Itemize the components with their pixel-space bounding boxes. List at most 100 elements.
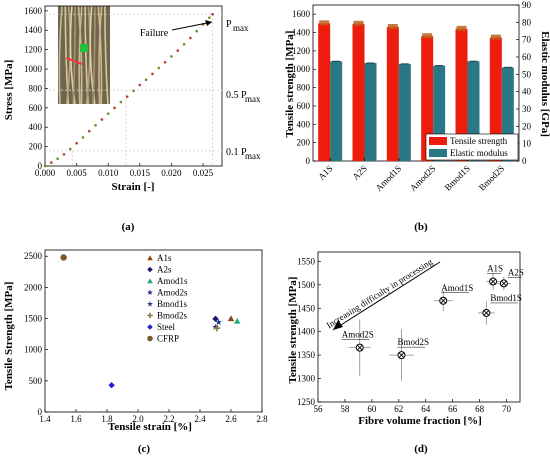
data-point-cross (440, 298, 446, 304)
curve-point (43, 164, 47, 168)
data-point (147, 324, 153, 330)
y-tick-label: 1400 (292, 28, 311, 38)
curve-point (56, 157, 59, 161)
curve-point (81, 136, 85, 139)
x-axis-label-c: Tensile strain [%] (108, 421, 192, 433)
axes-b: 0 200 400 600 800 1000 1200 1400 1600 0 10 20 30 40 50… (292, 0, 532, 193)
photo-fibre (77, 5, 83, 105)
x-tick-label: 1.4 (39, 414, 51, 424)
curve-point (125, 95, 129, 98)
photo-fibre (97, 5, 103, 105)
legend-label: Amod1s (157, 276, 188, 286)
photo-fibre (72, 5, 76, 105)
bar-tensile-strength (489, 37, 502, 161)
x-tick-label: 0.010 (98, 168, 119, 178)
legend-label: A1s (157, 253, 172, 263)
axes-c: 1.4 1.6 1.8 2.0 2.2 2.4 2.6 2.8 0 500 1000 1500 2000… (24, 249, 268, 424)
bar-elastic-modulus (330, 61, 343, 162)
y-axis-label-b: Tensile strength [MPa] (284, 31, 296, 138)
curve-point (68, 147, 72, 151)
x-tick-label: 56 (314, 404, 324, 414)
data-point (213, 324, 221, 332)
x-tick-label: 1.6 (70, 414, 82, 424)
curve-point (75, 141, 78, 145)
error-bar-strength (456, 25, 467, 31)
y-tick-label: 600 (29, 103, 43, 113)
y-tick-label: 800 (297, 83, 311, 93)
point-label: A2S (508, 267, 524, 277)
y-tick-label: 1500 (297, 280, 316, 290)
axes-frame (44, 249, 263, 413)
y-tick-label: 800 (29, 83, 43, 93)
failure-arrow (171, 21, 213, 31)
curve-point (87, 129, 91, 133)
data-point (147, 278, 153, 284)
curve-point (106, 112, 110, 115)
y-tick-label: 1600 (292, 9, 311, 19)
panel-a: 0.000 0.005 0.010 0.015 0.020 0.025 0 200 400 600… (3, 5, 261, 233)
data-point-cross (483, 310, 490, 316)
x-tick-label: 2.0 (132, 414, 144, 424)
y2-tick-label: 40 (522, 87, 532, 97)
curve-point (100, 118, 104, 121)
point-label: Bmod1S (490, 293, 522, 303)
curve-point (208, 16, 211, 19)
photo-red-marker (65, 57, 83, 65)
y-tick-label: 1400 (24, 25, 43, 35)
data-point (147, 266, 153, 273)
axes-frame (44, 5, 223, 167)
y2-tick-label: 80 (522, 17, 532, 27)
difficulty-arrowhead (333, 320, 343, 330)
panel-b: 0 200 400 600 800 1000 1200 1400 1600 0 10 20 30 40 50… (284, 0, 550, 233)
tenth-pmax-subscript: max (245, 151, 261, 161)
y-axis-label-d: Tensile strength [MPa] (287, 277, 299, 384)
x-tick-label: 0.005 (66, 168, 87, 178)
y-tick-label: 1500 (24, 314, 43, 324)
x-tick-label: 60 (367, 404, 377, 414)
x-tick-label: 62 (394, 404, 403, 414)
error-bar-strength (319, 20, 330, 26)
y-tick-label: 200 (29, 142, 43, 152)
photo-fibre (104, 5, 109, 105)
half-pmax-subscript: max (245, 94, 261, 104)
curve-point (94, 123, 97, 127)
y2-tick-label: 60 (522, 52, 532, 62)
x-tick-label: 58 (340, 404, 350, 414)
legend-label: CFRP (157, 334, 179, 344)
y-tick-label: 600 (297, 101, 311, 111)
data-point-cross (490, 278, 496, 285)
difficulty-annotation: Increasing difficulty in processing (325, 256, 435, 330)
y-tick-label: 1400 (297, 327, 316, 337)
y-tick-label: 0 (306, 156, 311, 166)
bar-tensile-strength (318, 23, 331, 162)
error-bar-strength (353, 20, 364, 26)
data-point-cross (501, 280, 507, 287)
y-tick-label: 1250 (297, 397, 316, 407)
y2-tick-label: 10 (522, 139, 532, 149)
curve-point (132, 89, 135, 93)
data-point (234, 317, 241, 324)
panel-label-d: (d) (414, 443, 428, 455)
data-point (215, 318, 222, 326)
curve-point (50, 161, 53, 164)
y-tick-label: 1300 (297, 374, 316, 384)
point-label: Amod1S (441, 283, 473, 293)
data-point (147, 289, 153, 295)
tenth-pmax-label: 0.1 P (226, 147, 247, 158)
error-bar-strength (387, 24, 398, 30)
y-tick-label: 1000 (24, 345, 43, 355)
curve-point (163, 60, 167, 64)
y2-tick-label: 30 (522, 104, 532, 114)
bar-tensile-strength (455, 28, 468, 161)
curve-point (211, 12, 214, 16)
x-tick-label: 70 (502, 404, 512, 414)
photo-green-marker (80, 44, 88, 52)
photo-fibre (58, 5, 63, 105)
x-tick-label: A1S (316, 163, 334, 181)
x-axis-label-a: Strain [-] (111, 181, 154, 193)
curve-point (195, 29, 199, 33)
axes-a: 0.000 0.005 0.010 0.015 0.020 0.025 0 200 400 600… (24, 5, 261, 178)
bar-elastic-modulus (398, 63, 411, 161)
panel-label-b: (b) (414, 221, 428, 233)
